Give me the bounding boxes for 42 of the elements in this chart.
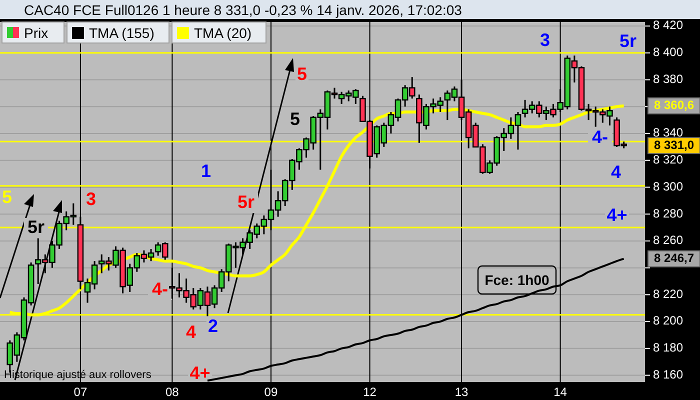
annotation: 2 [208,316,218,336]
annotation: 4 [186,322,196,342]
annotation: 3 [86,188,96,209]
annotation: 5r [27,216,45,237]
annotation: 5 [2,186,12,207]
chart-title: CAC40 FCE Full0126 1 heure 8 331,0 -0,23 % 14 janv. 2026, 17:02:03 [24,2,462,18]
x-tick-label: 14 [554,385,568,399]
annotation: 4- [152,278,168,299]
y-tick-label: 8 160 [653,367,684,382]
y-tick-label: 8 200 [653,314,684,328]
legend-label: TMA (20) [194,25,252,41]
annotation: 5r [619,30,637,51]
annotation: 4- [592,126,608,147]
x-tick-label: 13 [454,385,469,399]
y-tick-label: 8 220 [653,286,684,301]
annotation: 1 [200,160,212,181]
annotation: 5 [296,64,308,84]
x-tick-label: 12 [363,385,377,399]
annotation: 3 [540,30,550,50]
y-tick-label: 8 180 [653,340,684,355]
y-tick-label: 8 340 [653,126,684,140]
y-tick-label: 8 300 [653,179,684,194]
y-tick-label: 8 400 [653,45,684,60]
annotation: Fce: 1h00 [484,272,550,288]
y-tick-label: 8 280 [653,206,684,220]
text: 8 246,7 [654,250,694,265]
x-tick-label: 09 [264,385,278,399]
y-tick-label: 8 320 [653,152,684,167]
y-tick-label: 8 260 [653,233,684,248]
x-tick-label: 08 [166,385,180,399]
annotation: 5r [237,192,255,212]
y-tick-label: 8 380 [653,72,684,86]
x-tick-label: 07 [74,385,88,399]
legend-label: TMA (155) [89,25,154,41]
text: 8 331,0 [654,138,694,152]
annotation: 4+ [606,204,628,225]
text: 8 360,6 [654,98,694,112]
legend-label: Prix [24,25,48,41]
annotation: 4 [610,162,622,182]
y-tick-label: 8 420 [653,18,684,32]
annotation: 5 [290,108,300,129]
annotation: 4+ [190,362,210,383]
